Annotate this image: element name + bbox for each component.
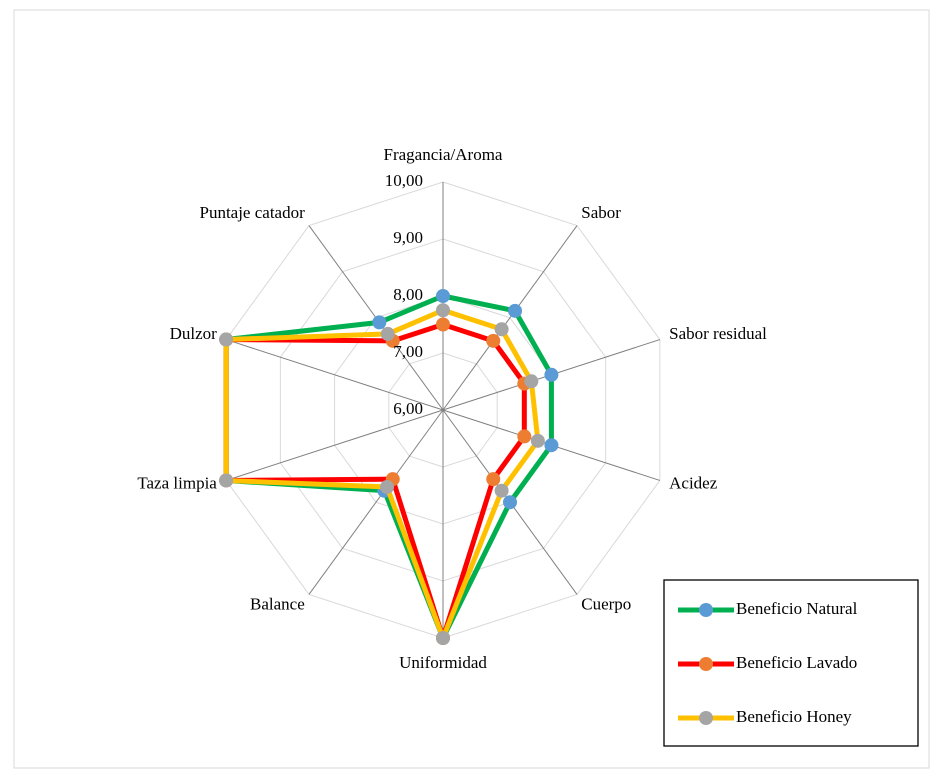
data-point	[530, 433, 545, 448]
data-point	[436, 289, 450, 303]
legend-items: Beneficio Natural Beneficio Lavado Benefic…	[678, 599, 858, 726]
category-label: Balance	[250, 595, 305, 614]
data-point	[486, 333, 501, 348]
category-label: Puntaje catador	[199, 203, 305, 222]
category-label: Taza limpia	[137, 474, 217, 493]
legend-marker	[699, 603, 713, 617]
data-point	[436, 317, 450, 332]
tick-label: 8,00	[393, 285, 423, 304]
category-label: Sabor	[581, 203, 621, 222]
data-point	[486, 472, 501, 487]
tick-label: 9,00	[393, 228, 423, 247]
data-point	[380, 326, 395, 341]
data-point	[372, 315, 387, 330]
spoke	[226, 409, 444, 481]
data-point	[219, 332, 234, 347]
category-label: Cuerpo	[581, 595, 631, 614]
data-point	[508, 303, 523, 318]
tick-label: 6,00	[393, 399, 423, 418]
spoke	[308, 409, 444, 595]
tick-label: 10,00	[385, 171, 423, 190]
legend-label: Beneficio Natural	[736, 599, 858, 618]
category-label: Uniformidad	[399, 653, 487, 672]
category-label: Fragancia/Aroma	[384, 145, 503, 164]
category-label: Acidez	[669, 474, 718, 493]
data-point	[517, 429, 532, 444]
data-point	[524, 374, 539, 389]
legend-marker	[699, 657, 713, 671]
label-layer: Fragancia/Aroma Sabor Sabor residual Acidez…	[137, 145, 767, 672]
data-point	[494, 322, 509, 337]
spoke	[442, 225, 578, 411]
spoke	[226, 339, 444, 411]
data-point	[503, 495, 518, 510]
data-point	[544, 438, 559, 453]
data-point	[494, 483, 509, 498]
legend-label: Beneficio Honey	[736, 707, 852, 726]
series-layer	[219, 289, 559, 645]
data-point	[544, 367, 559, 382]
tick-label: 7,00	[393, 342, 423, 361]
legend-label: Beneficio Lavado	[736, 653, 857, 672]
data-point	[436, 631, 450, 645]
data-point	[380, 480, 395, 495]
category-label: Sabor residual	[669, 324, 767, 343]
data-point	[436, 303, 450, 318]
legend-marker	[699, 711, 713, 725]
data-point	[219, 473, 234, 488]
category-label: Dulzor	[170, 324, 218, 343]
